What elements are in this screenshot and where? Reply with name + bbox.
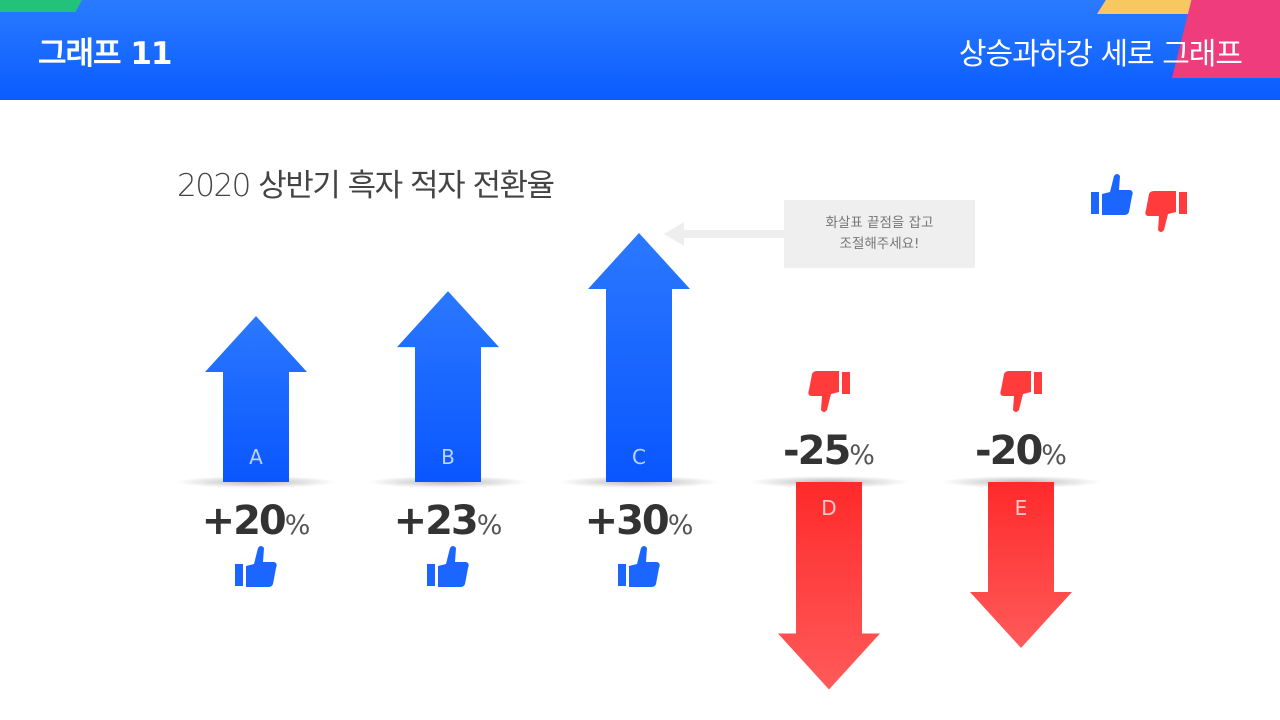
value-label-a: +20% xyxy=(202,498,311,544)
value-label-e: -20% xyxy=(975,428,1067,474)
value-label-c: +30% xyxy=(585,498,694,544)
thumbs-up-icon xyxy=(618,546,660,587)
category-label-d: D xyxy=(821,496,836,520)
legend-thumbs-up-icon xyxy=(1091,174,1133,215)
arrow-bar-d[interactable] xyxy=(778,482,880,690)
arrow-bar-b[interactable] xyxy=(397,291,499,482)
legend-thumbs-down-icon xyxy=(1145,191,1187,232)
hint-line-1: 화살표 끝점을 잡고 xyxy=(825,215,934,231)
category-label-e: E xyxy=(1015,496,1028,520)
header-accent-green xyxy=(0,0,82,12)
hint-line-2: 조절해주세요! xyxy=(839,236,920,252)
header-bar: 그래프 11 상승과하강 세로 그래프 xyxy=(0,0,1280,100)
category-label-b: B xyxy=(441,445,455,469)
arrow-bar-a[interactable] xyxy=(205,316,307,482)
value-label-d: -25% xyxy=(783,428,875,474)
header-accent-yellow xyxy=(1097,0,1207,14)
thumbs-up-icon xyxy=(235,546,277,587)
header-accent-pink xyxy=(1172,0,1280,78)
slide-subtitle: 상승과하강 세로 그래프 xyxy=(958,37,1243,72)
category-label-c: C xyxy=(632,445,646,469)
value-label-b: +23% xyxy=(394,498,503,544)
arrow-bar-e[interactable] xyxy=(970,482,1072,648)
hint-box: 화살표 끝점을 잡고 조절해주세요! xyxy=(784,200,975,268)
thumbs-up-icon xyxy=(427,546,469,587)
arrow-bar-c[interactable] xyxy=(588,233,690,482)
thumbs-down-icon xyxy=(1000,371,1042,412)
chart-title: 2020 상반기 흑자 적자 전환율 xyxy=(177,168,555,204)
thumbs-down-icon xyxy=(808,371,850,412)
hint-arrow-icon xyxy=(664,222,789,246)
category-label-a: A xyxy=(249,445,263,469)
slide-title: 그래프 11 xyxy=(38,36,172,72)
